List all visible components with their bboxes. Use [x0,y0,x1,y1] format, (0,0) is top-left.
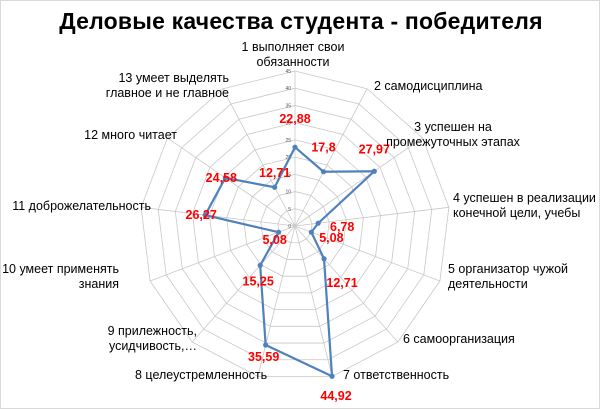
axis-tick-label: 0 [288,224,291,230]
grid-spoke [191,225,296,343]
data-label: 24,58 [206,171,237,185]
grid-spoke [167,137,296,227]
axis-tick-label: 45 [285,69,291,75]
data-point [329,373,335,379]
data-point [222,175,228,181]
data-label: 5,08 [319,231,343,245]
category-label: 7 ответственность [343,368,449,382]
data-label: 5,08 [262,233,286,247]
category-label: 8 целеустремленность [135,368,267,382]
data-label: 26,27 [186,208,217,222]
data-point [276,229,282,235]
category-label: 6 самоорганизация [403,332,515,346]
data-label: 12,71 [259,166,290,180]
category-label: 12 много читает [84,128,177,142]
grid-spoke [149,225,296,282]
category-label: 2 самодисциплина [374,79,483,93]
axis-tick-label: 35 [285,103,291,109]
grid-spoke [222,88,296,227]
data-label: 15,25 [243,274,274,288]
data-label: 6,78 [330,220,354,234]
grid-spoke [294,137,423,227]
data-label: 17,8 [311,141,335,155]
data-label: 22,88 [279,112,310,126]
grid-ring [140,70,450,377]
grid-spoke [294,225,333,377]
grid-ring [260,191,330,260]
grid-ring [243,173,347,277]
grid-spoke [294,88,368,227]
data-label: 44,92 [320,389,351,403]
series-line [203,145,378,379]
data-point [202,212,208,218]
grid-spoke [294,225,441,282]
category-label: 4 успешен в реализации конечной цели, уче… [453,191,596,220]
data-point [292,144,298,150]
data-point [308,229,314,235]
data-point [263,342,269,348]
category-label: 9 прилежность, усидчивость,… [108,324,197,353]
category-label: 11 доброжелательность [12,199,151,213]
axis-tick-label: 25 [285,138,291,144]
grid-spoke [141,206,296,227]
data-label: 35,59 [248,350,279,364]
axis-tick-label: 30 [285,121,291,127]
chart-title: Деловые качества студента - победителя [59,8,543,34]
axis-tick-label: 15 [285,172,291,178]
data-point [321,256,327,262]
grid-ring [226,156,364,294]
category-label: 1 выполняет свои обязанности [242,40,345,69]
axis-tick-label: 10 [285,190,291,196]
data-point [371,168,377,174]
grid-ring [174,105,416,344]
axis-tick-label: 40 [285,86,291,92]
data-point [272,184,278,190]
category-label: 10 умеет применять знания [2,262,119,291]
grid-ring [277,208,313,244]
category-label: 13 умеет выделять главное и не главное [106,71,229,100]
data-point [320,169,327,175]
data-label: 12,71 [326,276,357,290]
category-label: 5 организатор чужой деятельности [448,262,568,291]
grid-spoke [294,225,399,343]
grid-ring [192,122,398,327]
category-label: 3 успешен на промежуточных этапах [386,120,521,149]
grid-spoke [257,225,296,377]
data-point [257,262,263,268]
data-label: 27,97 [359,142,390,156]
axis-tick-label: 5 [288,207,291,213]
data-point [315,220,321,226]
